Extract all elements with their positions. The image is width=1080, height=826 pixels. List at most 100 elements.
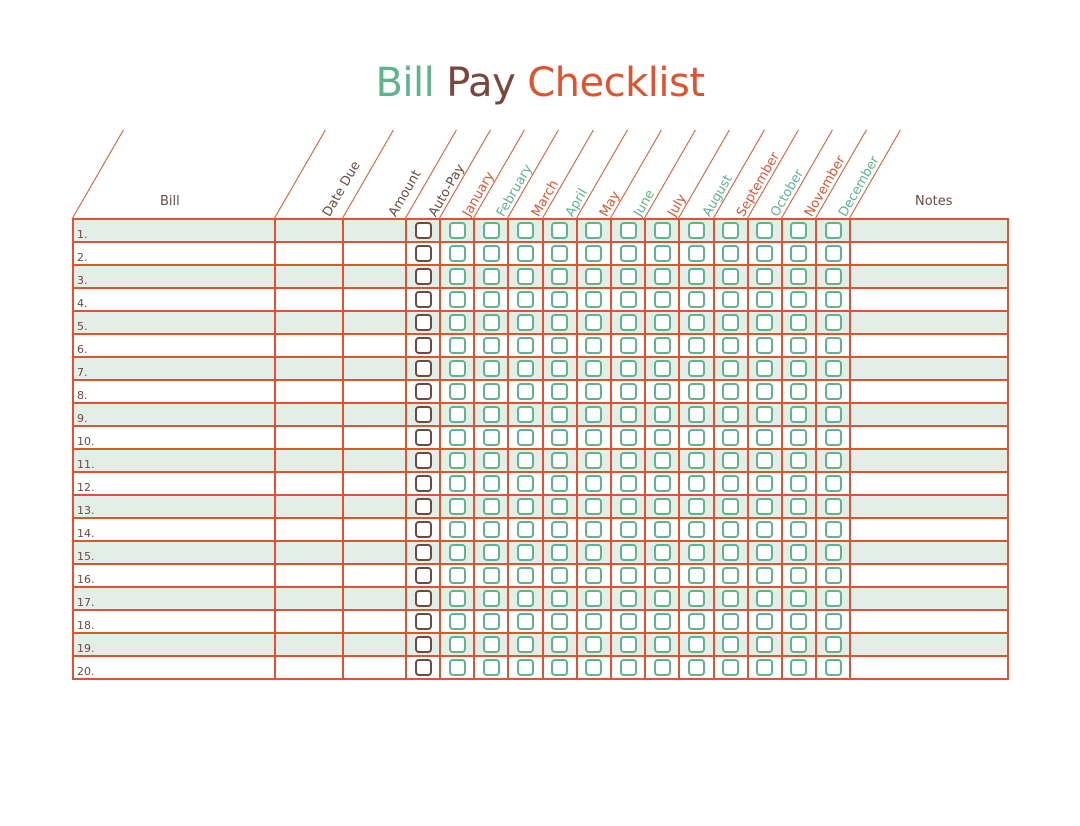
month-checkbox-july[interactable]: [653, 337, 671, 354]
month-checkbox-december[interactable]: [824, 544, 842, 561]
month-checkbox-august[interactable]: [687, 567, 705, 584]
month-checkbox-september[interactable]: [722, 659, 740, 676]
month-checkbox-august[interactable]: [687, 544, 705, 561]
month-checkbox-october[interactable]: [756, 521, 774, 538]
notes-cell[interactable]: [849, 379, 1010, 404]
month-checkbox-april[interactable]: [551, 636, 569, 653]
month-checkbox-february[interactable]: [482, 475, 500, 492]
month-checkbox-august[interactable]: [687, 636, 705, 653]
month-checkbox-october[interactable]: [756, 245, 774, 262]
month-checkbox-may[interactable]: [585, 291, 603, 308]
month-checkbox-march[interactable]: [516, 659, 534, 676]
month-checkbox-march[interactable]: [516, 406, 534, 423]
auto-pay-checkbox[interactable]: [414, 636, 432, 653]
month-checkbox-march[interactable]: [516, 590, 534, 607]
month-checkbox-september[interactable]: [722, 567, 740, 584]
month-checkbox-february[interactable]: [482, 498, 500, 515]
month-checkbox-january[interactable]: [448, 222, 466, 239]
month-checkbox-december[interactable]: [824, 636, 842, 653]
month-checkbox-january[interactable]: [448, 659, 466, 676]
month-checkbox-june[interactable]: [619, 452, 637, 469]
month-checkbox-april[interactable]: [551, 429, 569, 446]
bill-cell[interactable]: 17.: [72, 586, 276, 611]
amount-cell[interactable]: [342, 540, 407, 565]
month-checkbox-march[interactable]: [516, 268, 534, 285]
month-checkbox-october[interactable]: [756, 452, 774, 469]
month-checkbox-june[interactable]: [619, 613, 637, 630]
month-checkbox-january[interactable]: [448, 268, 466, 285]
bill-cell[interactable]: 8.: [72, 379, 276, 404]
notes-cell[interactable]: [849, 448, 1010, 473]
month-checkbox-november[interactable]: [790, 521, 808, 538]
month-checkbox-december[interactable]: [824, 452, 842, 469]
month-checkbox-november[interactable]: [790, 360, 808, 377]
notes-cell[interactable]: [849, 632, 1010, 657]
date-due-cell[interactable]: [274, 218, 344, 243]
month-checkbox-november[interactable]: [790, 567, 808, 584]
month-checkbox-december[interactable]: [824, 521, 842, 538]
month-checkbox-may[interactable]: [585, 659, 603, 676]
month-checkbox-october[interactable]: [756, 567, 774, 584]
month-checkbox-march[interactable]: [516, 383, 534, 400]
month-checkbox-january[interactable]: [448, 337, 466, 354]
amount-cell[interactable]: [342, 218, 407, 243]
month-checkbox-february[interactable]: [482, 452, 500, 469]
month-checkbox-june[interactable]: [619, 590, 637, 607]
month-checkbox-november[interactable]: [790, 613, 808, 630]
date-due-cell[interactable]: [274, 287, 344, 312]
month-checkbox-june[interactable]: [619, 406, 637, 423]
month-checkbox-march[interactable]: [516, 567, 534, 584]
date-due-cell[interactable]: [274, 333, 344, 358]
month-checkbox-december[interactable]: [824, 268, 842, 285]
notes-cell[interactable]: [849, 517, 1010, 542]
month-checkbox-november[interactable]: [790, 498, 808, 515]
notes-cell[interactable]: [849, 540, 1010, 565]
month-checkbox-may[interactable]: [585, 544, 603, 561]
auto-pay-checkbox[interactable]: [414, 360, 432, 377]
amount-cell[interactable]: [342, 448, 407, 473]
month-checkbox-july[interactable]: [653, 452, 671, 469]
date-due-cell[interactable]: [274, 402, 344, 427]
date-due-cell[interactable]: [274, 310, 344, 335]
amount-cell[interactable]: [342, 402, 407, 427]
month-checkbox-june[interactable]: [619, 314, 637, 331]
month-checkbox-october[interactable]: [756, 360, 774, 377]
month-checkbox-march[interactable]: [516, 498, 534, 515]
month-checkbox-december[interactable]: [824, 659, 842, 676]
month-checkbox-april[interactable]: [551, 406, 569, 423]
month-checkbox-august[interactable]: [687, 268, 705, 285]
month-checkbox-december[interactable]: [824, 245, 842, 262]
month-checkbox-september[interactable]: [722, 268, 740, 285]
month-checkbox-january[interactable]: [448, 613, 466, 630]
notes-cell[interactable]: [849, 333, 1010, 358]
month-checkbox-june[interactable]: [619, 291, 637, 308]
month-checkbox-september[interactable]: [722, 406, 740, 423]
month-checkbox-august[interactable]: [687, 222, 705, 239]
auto-pay-checkbox[interactable]: [414, 567, 432, 584]
month-checkbox-march[interactable]: [516, 360, 534, 377]
amount-cell[interactable]: [342, 517, 407, 542]
month-checkbox-february[interactable]: [482, 360, 500, 377]
month-checkbox-april[interactable]: [551, 360, 569, 377]
month-checkbox-april[interactable]: [551, 590, 569, 607]
bill-cell[interactable]: 9.: [72, 402, 276, 427]
month-checkbox-may[interactable]: [585, 521, 603, 538]
month-checkbox-february[interactable]: [482, 567, 500, 584]
bill-cell[interactable]: 20.: [72, 655, 276, 680]
month-checkbox-september[interactable]: [722, 314, 740, 331]
month-checkbox-july[interactable]: [653, 659, 671, 676]
month-checkbox-january[interactable]: [448, 452, 466, 469]
month-checkbox-april[interactable]: [551, 245, 569, 262]
month-checkbox-november[interactable]: [790, 452, 808, 469]
month-checkbox-july[interactable]: [653, 498, 671, 515]
date-due-cell[interactable]: [274, 264, 344, 289]
month-checkbox-may[interactable]: [585, 406, 603, 423]
month-checkbox-may[interactable]: [585, 245, 603, 262]
month-checkbox-july[interactable]: [653, 475, 671, 492]
date-due-cell[interactable]: [274, 379, 344, 404]
month-checkbox-september[interactable]: [722, 613, 740, 630]
amount-cell[interactable]: [342, 609, 407, 634]
month-checkbox-april[interactable]: [551, 498, 569, 515]
month-checkbox-march[interactable]: [516, 521, 534, 538]
month-checkbox-july[interactable]: [653, 406, 671, 423]
